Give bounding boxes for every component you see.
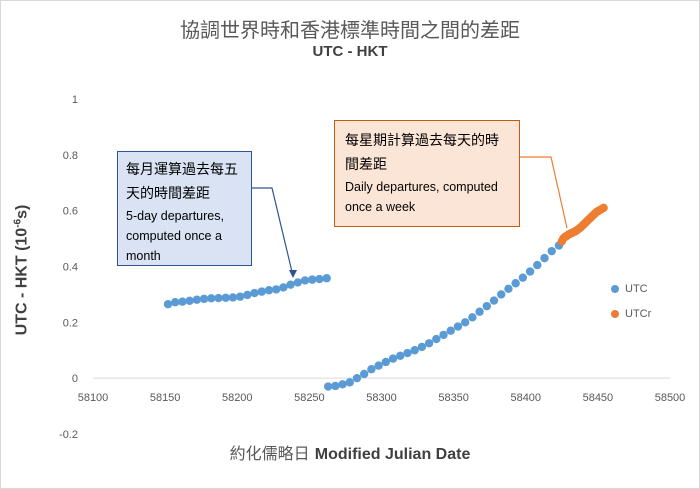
utc-point — [439, 330, 448, 340]
legend: UTC UTCr — [611, 276, 651, 326]
x-tick-label: 58150 — [150, 392, 181, 404]
utc-point — [388, 354, 398, 363]
utc-point — [322, 274, 331, 283]
utc-point — [271, 285, 281, 294]
utc-point — [367, 365, 376, 374]
y-axis-label: UTC - HKT (10-6s) — [12, 204, 31, 336]
utc-point — [243, 290, 252, 300]
utc-point — [525, 267, 535, 276]
y-tick-label: -0.2 — [59, 429, 78, 441]
legend-label-utc: UTC — [625, 282, 648, 295]
legend-item-utc: UTC — [611, 276, 651, 301]
x-axis-label-en: Modified Julian Date — [314, 446, 471, 463]
weekly-callout: 每星期計算過去每天的時間差距 Daily departures, compute… — [334, 120, 520, 227]
monthly-callout-zh: 每月運算過去每五天的時間差距 — [126, 162, 238, 202]
x-tick-label: 58450 — [583, 392, 614, 404]
utc-point — [482, 301, 492, 311]
monthly-callout-connector — [252, 187, 294, 277]
utc-point — [475, 307, 484, 316]
utc-point — [460, 318, 470, 327]
utc-point — [424, 339, 434, 348]
x-tick-label: 58250 — [294, 392, 325, 404]
utc-point — [497, 290, 506, 299]
utc-point — [323, 382, 333, 391]
utc-point — [257, 287, 266, 296]
utc-point — [300, 276, 310, 285]
utc-point — [214, 293, 223, 303]
utc-point — [293, 278, 303, 287]
utc-point — [185, 296, 194, 306]
utc-point — [315, 274, 324, 284]
utc-point — [338, 380, 347, 389]
x-tick-label: 58200 — [222, 392, 253, 404]
utc-point — [279, 283, 288, 292]
y-tick-label: 0.4 — [63, 262, 78, 274]
utc-point — [396, 351, 405, 361]
utc-point — [178, 297, 187, 306]
utc-point — [468, 313, 477, 322]
utc-point — [533, 260, 542, 270]
y-tick-label: 1 — [72, 94, 78, 106]
utc-point — [308, 275, 317, 284]
utc-point — [410, 346, 419, 355]
x-tick-label: 58500 — [655, 392, 686, 404]
y-tick-label: 0 — [72, 373, 78, 385]
utc-point — [192, 295, 202, 304]
x-tick-label: 58300 — [366, 392, 397, 404]
utc-point — [235, 292, 245, 301]
legend-label-utcr: UTCr — [625, 307, 652, 320]
legend-marker-utc — [611, 284, 619, 293]
utc-point — [453, 322, 463, 331]
utc-point — [547, 246, 556, 256]
utc-point — [381, 357, 391, 367]
utc-point — [331, 381, 340, 391]
utc-point — [540, 253, 549, 263]
utc-point — [264, 286, 274, 295]
utcr-point — [599, 203, 608, 213]
utc-point — [228, 293, 238, 302]
utc-point — [432, 334, 441, 344]
y-tick-label: 0.8 — [63, 150, 78, 162]
x-tick-label: 58350 — [438, 392, 469, 404]
utc-point — [489, 296, 499, 305]
x-tick-label: 58100 — [78, 392, 109, 404]
utc-point — [446, 326, 455, 335]
monthly-callout-arrowhead — [289, 270, 297, 278]
chart-title: 協調世界時和香港標準時間之間的差距 — [180, 18, 520, 42]
legend-item-utcr: UTCr — [611, 301, 651, 326]
utc-point — [221, 293, 230, 302]
y-tick-label: 0.6 — [63, 206, 78, 218]
utc-point — [374, 361, 383, 370]
weekly-callout-zh: 每星期計算過去每天的時間差距 — [345, 133, 499, 173]
utc-point — [345, 378, 354, 387]
utc-point — [359, 369, 369, 379]
utc-point — [171, 298, 180, 307]
utc-point — [504, 284, 513, 294]
x-tick-label: 58400 — [510, 392, 541, 404]
weekly-callout-connector — [520, 156, 568, 229]
utc-point — [352, 373, 362, 383]
utc-point — [518, 273, 528, 282]
utc-point — [250, 288, 259, 298]
utc-point — [286, 280, 295, 289]
x-axis-label-zh: 約化儒略日 — [229, 444, 310, 463]
utc-point — [207, 294, 216, 303]
utc-point — [511, 279, 520, 288]
legend-marker-utcr — [611, 309, 619, 318]
y-tick-label: 0.2 — [63, 317, 78, 329]
utc-point — [163, 299, 173, 309]
monthly-callout: 每月運算過去每五天的時間差距 5-day departures, compute… — [117, 151, 252, 266]
utc-point — [403, 348, 412, 358]
x-axis-label: 約化儒略日 Modified Julian Date — [0, 440, 700, 464]
weekly-callout-en: Daily departures, computed once a week — [345, 180, 498, 214]
monthly-callout-en: 5-day departures, computed once a month — [126, 209, 224, 263]
chart-subtitle: UTC - HKT — [312, 43, 388, 60]
utc-point — [199, 294, 209, 304]
utc-point — [417, 342, 427, 352]
